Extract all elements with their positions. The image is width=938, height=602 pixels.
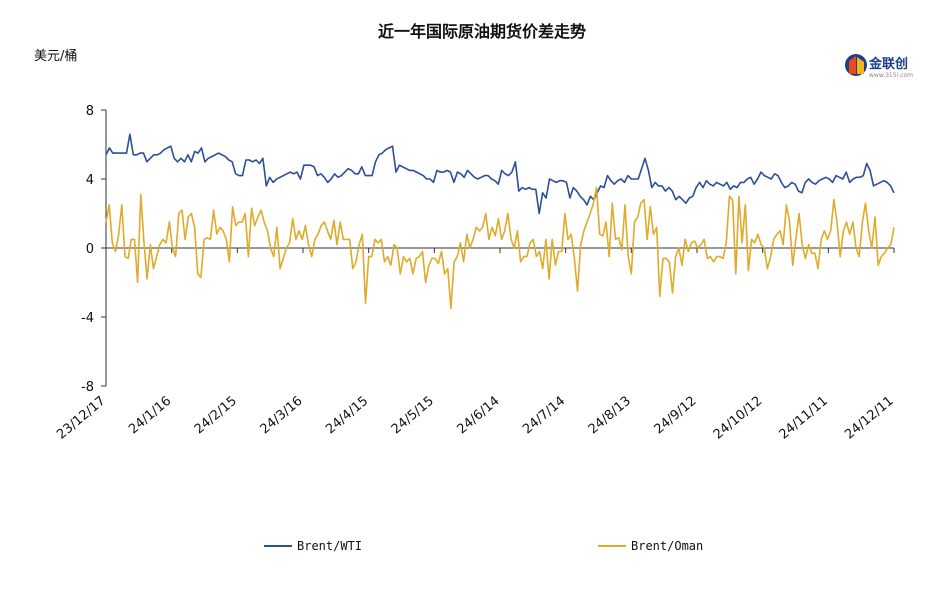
chart-title: 近一年国际原油期货价差走势 xyxy=(378,22,586,41)
y-tick-label: 4 xyxy=(86,173,94,188)
y-tick-label: 8 xyxy=(86,104,94,119)
brand-logo: 金联创 www.315i.com xyxy=(845,54,913,79)
x-tick-label: 24/9/12 xyxy=(652,394,700,438)
series-line-brent-oman xyxy=(105,186,895,310)
legend: Brent/WTI Brent/Oman xyxy=(264,539,703,553)
logo-subtext: www.315i.com xyxy=(869,72,913,79)
x-tick-label: 24/2/15 xyxy=(192,394,240,438)
x-tick-label: 24/10/12 xyxy=(711,394,765,443)
x-axis: 23/12/17 24/1/16 24/2/15 24/3/16 24/4/15 24/5… xyxy=(54,247,897,443)
legend-label-brent-wti: Brent/WTI xyxy=(297,539,362,553)
x-tick-label: 24/1/16 xyxy=(126,394,174,438)
logo-mark-icon xyxy=(845,54,867,76)
x-tick-label: 24/8/13 xyxy=(586,394,634,438)
y-tick-label: -4 xyxy=(81,311,94,326)
y-tick-label: -8 xyxy=(81,380,94,395)
x-tick-label: 23/12/17 xyxy=(54,394,108,443)
x-tick-label: 24/7/14 xyxy=(520,394,568,438)
x-tick-label: 24/6/14 xyxy=(455,394,503,438)
x-tick-label: 24/11/11 xyxy=(777,394,831,443)
x-tick-label: 24/4/15 xyxy=(323,394,371,438)
logo-text: 金联创 xyxy=(868,56,908,72)
y-axis: 8 4 0 -4 -8 xyxy=(81,104,107,395)
legend-label-brent-oman: Brent/Oman xyxy=(631,539,703,553)
y-axis-unit: 美元/桶 xyxy=(34,49,77,64)
x-tick-label: 24/5/15 xyxy=(389,394,437,438)
x-tick-label: 24/12/11 xyxy=(842,394,896,443)
x-tick-label: 24/3/16 xyxy=(258,394,306,438)
series-layer xyxy=(105,133,895,310)
series-line-brent-wti xyxy=(105,133,895,215)
y-tick-label: 0 xyxy=(86,242,94,257)
